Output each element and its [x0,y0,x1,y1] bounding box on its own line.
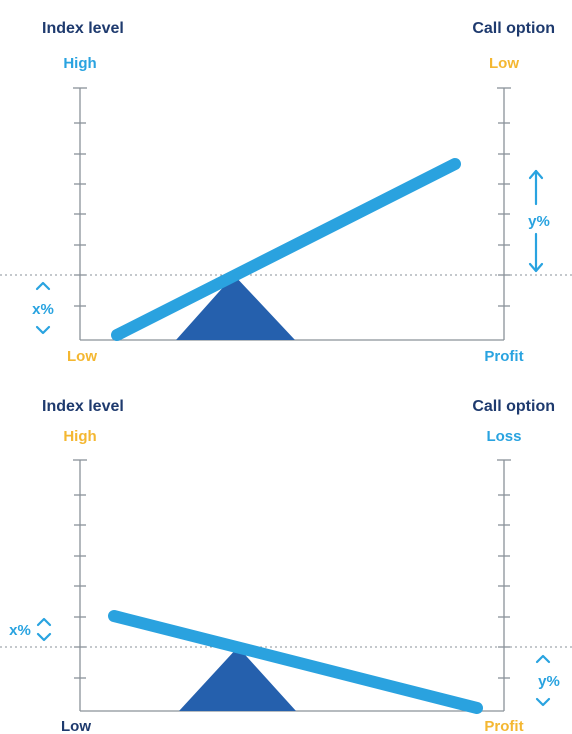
right-axis [497,459,511,711]
chevron-up-icon [36,617,52,627]
right-axis [497,87,511,340]
fulcrum-triangle [179,647,296,711]
right-axis-bottom-label: Profit [484,348,523,365]
chevron-down-icon [535,697,551,707]
right-axis-top-label: Loss [486,428,521,445]
chevron-up-icon [35,281,51,291]
left-percent-label: x% [9,622,31,639]
right-percent-label: y% [538,673,560,690]
right-change-indicator [528,169,544,273]
right-axis-title: Call option [472,398,555,415]
left-axis-title: Index level [42,398,124,415]
right-percent-label: y% [528,213,550,230]
left-change-indicator [36,617,52,642]
right-change-indicator [535,654,551,707]
left-axis-title: Index level [42,20,124,37]
chevron-down-icon [35,325,51,335]
right-axis-title: Call option [472,20,555,37]
right-axis-bottom-label: Profit [484,718,523,734]
left-percent-label: x% [32,301,54,318]
lever-bar [111,158,461,341]
left-axis-bottom-label: Low [61,718,91,734]
arrow-down-icon [528,262,544,273]
chevron-up-icon [535,654,551,664]
left-axis [73,459,87,711]
lever-bar [108,610,483,714]
panel-top: Index level Call option High Low [0,20,572,365]
left-axis-top-label: High [63,55,96,72]
right-axis-top-label: Low [489,55,519,72]
fulcrum-triangle [176,275,295,340]
left-axis [73,87,87,340]
left-change-indicator [35,281,51,335]
left-axis-bottom-label: Low [67,348,97,365]
chevron-down-icon [36,632,52,642]
panel-bottom: Index level Call option High Loss [0,398,572,734]
left-axis-top-label: High [63,428,96,445]
